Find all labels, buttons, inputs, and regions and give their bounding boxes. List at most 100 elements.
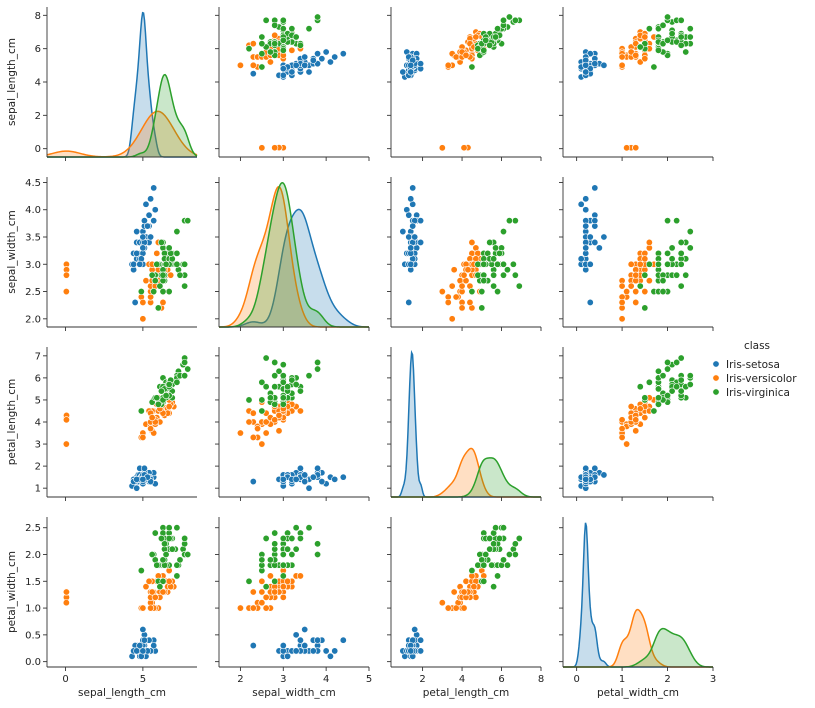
point-Iris-virginica-44 [292,380,300,388]
point-Iris-versicolor-23 [627,403,635,411]
point-Iris-versicolor-48 [258,599,266,607]
point-Iris-virginica-47 [279,36,287,44]
point-Iris-versicolor-11 [462,577,470,585]
point-Iris-setosa-48 [309,647,317,655]
point-Iris-setosa-14 [322,48,330,56]
point-Iris-versicolor-29 [448,282,456,290]
point-Iris-virginica-29 [173,260,181,268]
point-Iris-virginica-9 [499,524,507,532]
point-Iris-setosa-49 [407,61,415,69]
point-Iris-versicolor-42 [458,282,466,290]
point-Iris-virginica-48 [157,534,165,542]
x-tick-label: 3 [280,674,286,685]
point-Iris-virginica-32 [673,383,681,391]
point-Iris-versicolor-14 [450,266,458,274]
point-Iris-virginica-32 [490,271,498,279]
y-axis-label-petal_width_cm: petal_width_cm [6,551,18,633]
point-Iris-virginica-25 [173,249,181,257]
point-Iris-virginica-35 [181,534,189,542]
point-Iris-setosa-22 [305,484,313,492]
point-Iris-versicolor-44 [148,588,156,596]
panel-petal_width_cm-vs-sepal_length_cm: 0.0 0.5 1.0 1.5 2.0 2.5 0 5 [25,517,197,685]
point-Iris-versicolor-36 [165,403,173,411]
point-Iris-virginica-48 [486,238,494,246]
kde-area-Iris-versicolor [563,609,713,667]
point-Iris-versicolor-48 [258,144,266,152]
point-Iris-setosa-16 [405,211,413,219]
point-Iris-virginica-22 [511,271,519,279]
x-tick-label: 5 [140,674,146,685]
point-Iris-setosa-18 [314,50,322,58]
point-Iris-virginica-48 [157,387,165,395]
point-Iris-virginica-19 [245,396,253,404]
point-Iris-setosa-22 [399,228,407,236]
point-Iris-versicolor-49 [632,271,640,279]
legend-marker-Iris-setosa [712,360,720,368]
point-Iris-setosa-16 [145,211,153,219]
point-Iris-versicolor-43 [618,298,626,306]
point-Iris-setosa-44 [314,464,322,472]
point-Iris-versicolor-43 [139,604,147,612]
point-Iris-setosa-49 [139,475,147,483]
point-Iris-virginica-21 [148,550,156,558]
point-Iris-versicolor-42 [262,418,270,426]
point-Iris-setosa-45 [279,475,287,483]
point-Iris-virginica-31 [664,13,672,21]
point-Iris-virginica-44 [292,33,300,41]
point-Iris-setosa-44 [140,636,148,644]
point-Iris-setosa-49 [139,244,147,252]
point-Iris-virginica-39 [668,255,676,263]
point-Iris-versicolor-49 [62,271,70,279]
point-Iris-virginica-29 [645,25,653,33]
point-Iris-setosa-41 [249,642,257,650]
x-tick-label: 2 [664,674,670,685]
point-Iris-setosa-33 [407,195,415,203]
point-Iris-versicolor-31 [618,425,626,433]
point-Iris-virginica-44 [686,33,694,41]
point-Iris-versicolor-33 [266,572,274,580]
y-tick-label: 3 [35,440,41,451]
y-tick-label: 4 [35,78,41,89]
point-Iris-virginica-9 [305,372,313,380]
point-Iris-virginica-30 [659,372,667,380]
y-tick-label: 2.5 [25,287,41,298]
point-Iris-virginica-33 [159,271,167,279]
point-Iris-setosa-45 [136,642,144,650]
point-Iris-virginica-30 [271,372,279,380]
point-Iris-virginica-47 [664,392,672,400]
point-Iris-setosa-48 [582,222,590,230]
point-Iris-virginica-49 [279,394,287,402]
point-Iris-versicolor-47 [464,266,472,274]
point-Iris-virginica-47 [162,392,170,400]
point-Iris-virginica-19 [245,577,253,585]
point-Iris-virginica-38 [474,260,482,268]
point-Iris-versicolor-35 [468,238,476,246]
point-Iris-setosa-49 [292,647,300,655]
x-axis-label-petal_length_cm: petal_length_cm [423,687,510,699]
panel-petal_width_cm-vs-petal_length_cm: 2 4 6 8 [387,517,544,685]
point-Iris-virginica-47 [162,260,170,268]
point-Iris-virginica-5 [279,361,287,369]
point-Iris-virginica-47 [664,260,672,268]
point-Iris-versicolor-35 [645,238,653,246]
point-Iris-virginica-47 [664,36,672,44]
point-Iris-versicolor-49 [271,588,279,596]
point-Iris-versicolor-20 [153,249,161,257]
point-Iris-virginica-42 [266,394,274,402]
point-Iris-virginica-46 [258,396,266,404]
point-Iris-virginica-9 [686,228,694,236]
y-tick-label: 2 [35,462,41,473]
point-Iris-virginica-44 [492,244,500,252]
point-Iris-versicolor-23 [472,593,480,601]
point-Iris-virginica-9 [305,25,313,33]
point-Iris-virginica-9 [173,524,181,532]
point-Iris-versicolor-33 [645,277,653,285]
x-tick-label: 1 [619,674,625,685]
point-Iris-setosa-22 [133,228,141,236]
point-Iris-versicolor-49 [271,416,279,424]
point-Iris-virginica-44 [686,244,694,252]
point-Iris-virginica-31 [664,365,672,373]
point-Iris-setosa-31 [591,238,599,246]
point-Iris-versicolor-48 [623,440,631,448]
point-Iris-virginica-9 [173,228,181,236]
